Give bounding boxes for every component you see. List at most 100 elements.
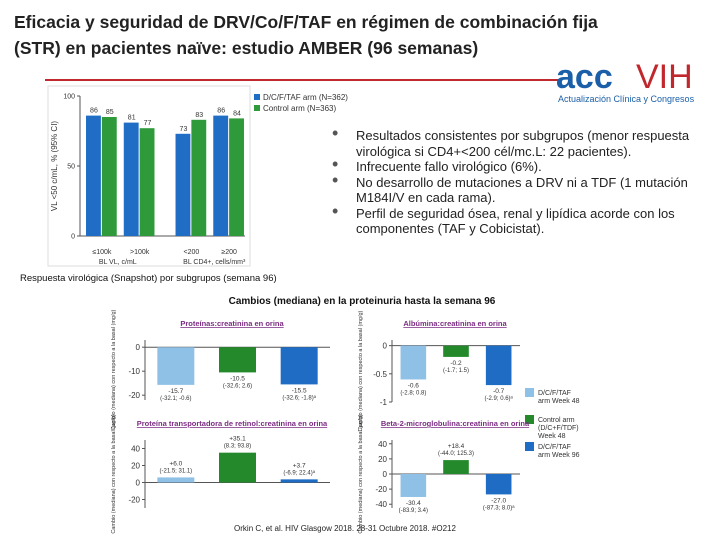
bar (443, 460, 469, 474)
bar-value-label: 85 (106, 109, 114, 116)
y-tick-label: -20 (128, 496, 140, 505)
y-tick-label: 0 (71, 234, 75, 241)
bar-ci-label: (-21.5; 31.1) (159, 468, 192, 474)
bar (157, 477, 195, 483)
panel-title: Proteína transportadora de retinol:creat… (137, 419, 328, 428)
bar-value-label: -0.2 (450, 360, 462, 367)
y-tick-label: -40 (375, 500, 387, 509)
bullet: Resultados consistentes por subgrupos (m… (332, 126, 720, 159)
bar-value-label: -0.6 (408, 382, 420, 389)
bar-value-label: 77 (144, 120, 152, 127)
bar-value-label: -10.5 (230, 375, 245, 382)
bar (219, 452, 256, 483)
legend-swatch (254, 105, 260, 111)
legend-label: D/C/F/TAF arm Week 48 (538, 390, 580, 405)
y-tick-label: 0 (136, 479, 141, 488)
subtitle: Cambios (mediana) en la proteinuria hast… (229, 296, 496, 307)
x-tick-label: >100k (130, 249, 150, 256)
y-tick-label: 20 (131, 462, 140, 471)
group-label: BL VL, c/mL (99, 259, 137, 266)
bar-value-label: 73 (180, 126, 188, 133)
y-axis-title: Cambio (mediana) con respecto a la basal… (111, 309, 117, 430)
bar (123, 122, 139, 236)
x-tick-label: <200 (183, 249, 199, 256)
legend-swatch (525, 388, 534, 397)
panel-title: Proteínas:creatinina en orina (180, 319, 284, 328)
y-tick-label: -20 (128, 391, 140, 400)
bar-value-label: 86 (90, 108, 98, 115)
logo-vih: VIH (636, 58, 693, 96)
y-tick-label: 20 (378, 455, 387, 464)
bar (280, 479, 318, 483)
bar (101, 117, 117, 236)
y-tick-label: 100 (63, 94, 75, 101)
bar-ci-label: (-6.9; 22.4)ᵃ (283, 470, 315, 476)
bar (219, 347, 256, 373)
slide-title-line: Eficacia y seguridad de DRV/Co/F/TAF en … (14, 12, 598, 58)
bullet: No desarrollo de mutaciones a DRV ni a T… (332, 173, 720, 206)
bar (443, 345, 469, 357)
bar-value-label: +35.1 (229, 436, 246, 443)
legend-label: Control arm (N=363) (263, 104, 336, 113)
bar (485, 474, 512, 495)
footer: Orkin C, et al. HIV Glasgow 2018. 28-31 … (234, 524, 456, 533)
logo-acc: acc (556, 58, 613, 96)
bar (213, 115, 229, 236)
bar-ci-label: (-87.3; 8.0)ᵃ (483, 505, 515, 511)
group-label: BL CD4+, cells/mm³ (183, 259, 246, 266)
bar (175, 133, 191, 236)
y-tick-label: -1 (380, 398, 388, 407)
panel-title: Beta-2-microglobulina:creatinina en orin… (381, 419, 530, 428)
legend-swatch (254, 94, 260, 100)
y-tick-label: 0 (383, 470, 388, 479)
bar-value-label: 83 (195, 112, 203, 119)
bar-value-label: -15.5 (292, 387, 307, 394)
legend-label: D/C/F/TAF arm (N=362) (263, 93, 348, 102)
bullet: Infrecuente fallo virológico (6%). (332, 157, 720, 175)
y-tick-label: 40 (131, 445, 140, 454)
bar-value-label: +3.7 (293, 462, 306, 469)
bar-value-label: +18.4 (448, 443, 465, 450)
logo-tagline: Actualización Clínica y Congresos (558, 94, 695, 104)
legend-label: Control arm (D/C+F/TDF) Week 48 (538, 417, 579, 440)
legend-swatch (525, 415, 534, 424)
bar-ci-label: (-44.0; 125.3) (438, 451, 474, 457)
bar-ci-label: (-32.6; -1.8)ᵃ (282, 395, 316, 401)
bar-value-label: -30.4 (406, 500, 421, 507)
bar-value-label: 84 (233, 110, 241, 117)
bar (280, 347, 318, 385)
bar-value-label: -0.7 (493, 388, 505, 395)
x-tick-label: ≤100k (92, 249, 112, 256)
bar (400, 345, 427, 380)
bar (485, 345, 512, 386)
legend-swatch (525, 442, 534, 451)
y-tick-label: -20 (375, 485, 387, 494)
bar-value-label: 81 (128, 115, 136, 122)
bar-ci-label: (-83.9; 3.4) (399, 508, 428, 514)
bar-value-label: -27.0 (491, 497, 506, 504)
y-tick-label: -10 (128, 367, 140, 376)
y-tick-label: 0 (383, 342, 388, 351)
bar-ci-label: (-32.1; -0.6) (160, 396, 191, 402)
bullet: Perfil de seguridad ósea, renal y lipídi… (332, 204, 720, 237)
legend-label: D/C/F/TAF arm Week 96 (538, 444, 580, 459)
bar-ci-label: (8.3; 93.8) (224, 444, 251, 450)
y-tick-label: 0 (136, 343, 141, 352)
y-tick-label: 40 (378, 440, 387, 449)
bar (400, 474, 427, 497)
bar (139, 128, 155, 236)
y-tick-label: -0.5 (373, 370, 387, 379)
y-axis-title: Cambio (mediana) con respecto a la basal… (358, 310, 364, 431)
bullet-list: Resultados consistentes por subgrupos (m… (330, 126, 720, 237)
bar (157, 347, 195, 385)
bar-ci-label: (-32.6; 2.6) (223, 383, 252, 389)
panel-title: Albúmina:creatinina en orina (403, 319, 507, 328)
y-axis-title: Cambio (mediana) con respecto a la basal… (358, 414, 364, 534)
bar (229, 118, 244, 236)
y-axis-title: Cambio (mediana) con respecto a la basal… (111, 414, 117, 534)
bar-value-label: -15.7 (168, 388, 183, 395)
y-axis-title: VL <50 c/mL, % (95% CI) (50, 121, 59, 212)
bar-value-label: +6.0 (169, 460, 182, 467)
